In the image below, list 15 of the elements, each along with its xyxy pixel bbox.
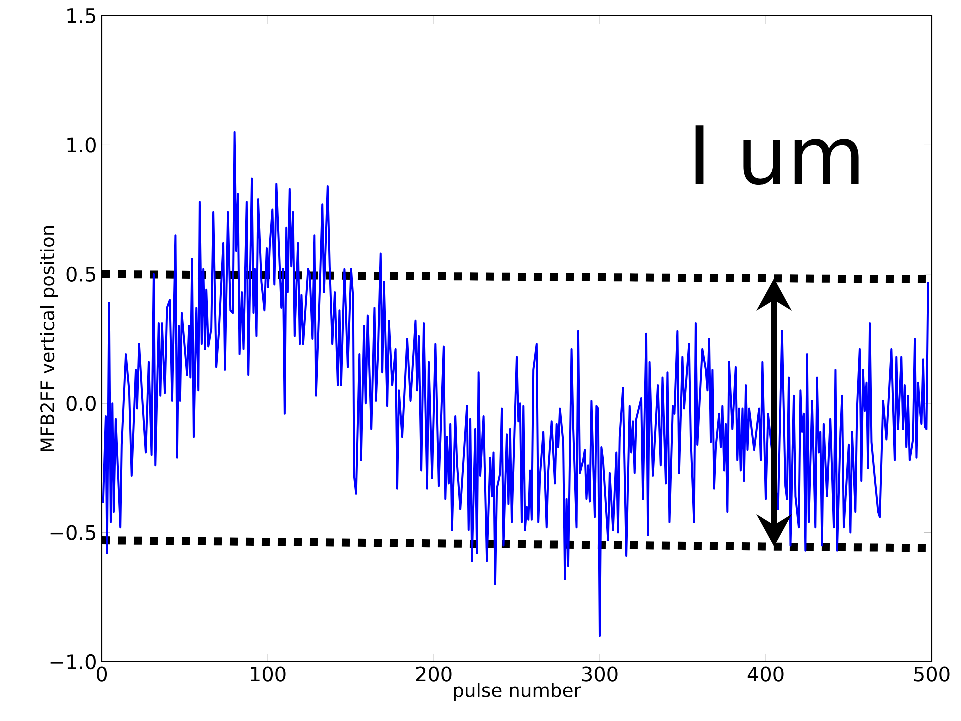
y-tick-label: −1.0 bbox=[50, 654, 96, 670]
y-tick-label: 1.5 bbox=[68, 8, 96, 24]
annotation: I um bbox=[696, 126, 859, 186]
x-tick-label: 400 bbox=[748, 666, 784, 682]
x-tick-label: 500 bbox=[914, 666, 950, 682]
x-axis-title: pulse number bbox=[454, 682, 582, 702]
y-tick-label: 1.0 bbox=[68, 138, 96, 153]
y-tick-label: 0.0 bbox=[66, 396, 96, 412]
y-tick-label: 0.5 bbox=[66, 266, 96, 282]
y-tick-label: −0.5 bbox=[50, 525, 96, 540]
x-tick-label: 0 bbox=[96, 666, 108, 682]
x-tick-label: 100 bbox=[251, 666, 286, 682]
y-axis-title: MFB2FF vertical position bbox=[40, 226, 58, 452]
x-tick-label: 200 bbox=[416, 666, 452, 682]
x-tick-label: 300 bbox=[582, 666, 618, 682]
